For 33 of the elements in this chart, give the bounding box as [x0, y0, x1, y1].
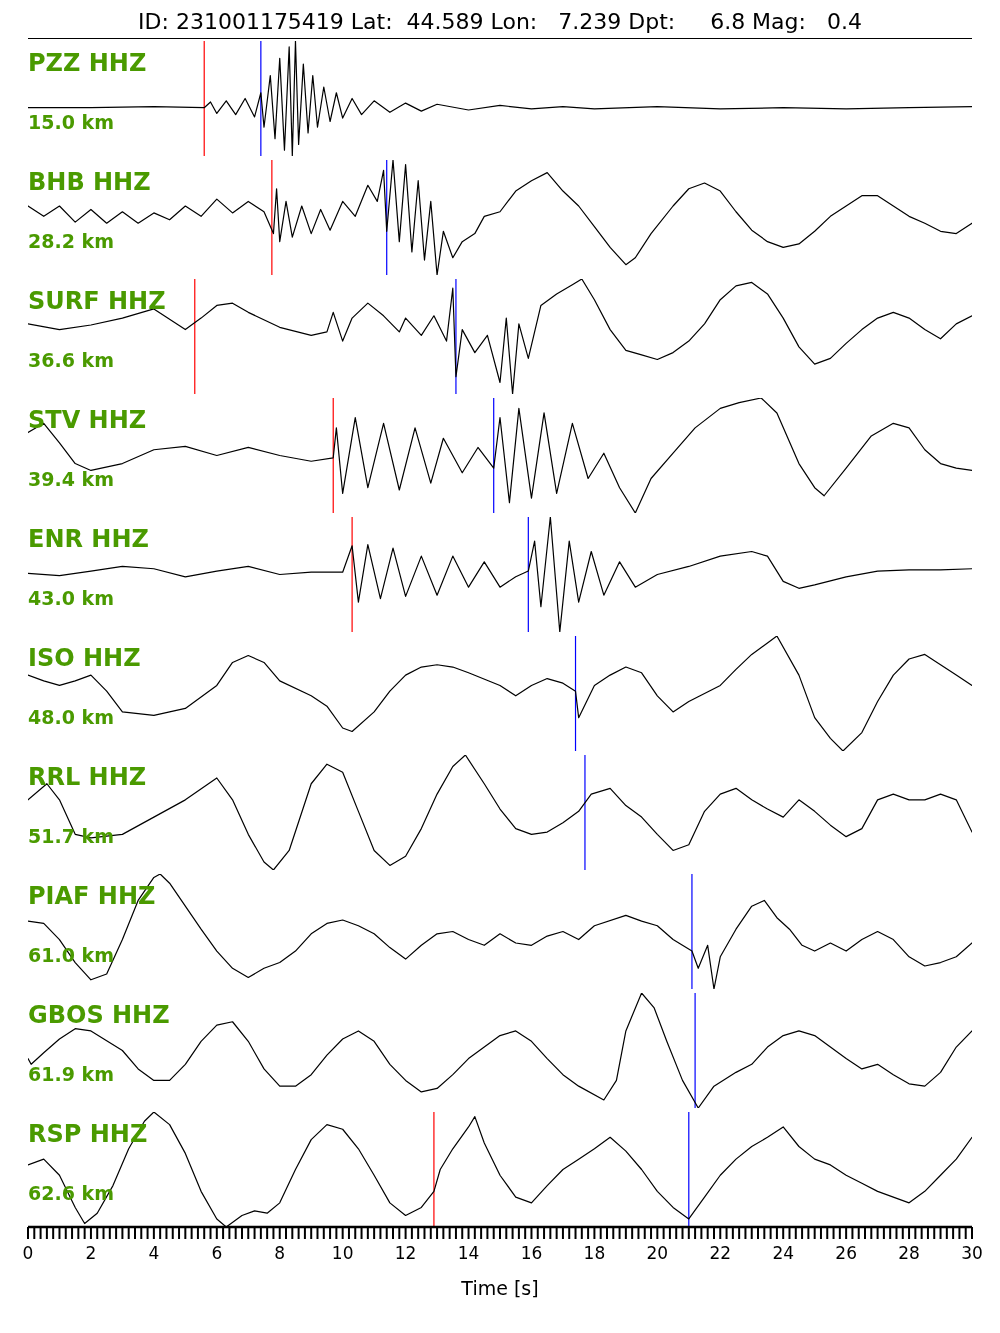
annotation: STV HHZ [28, 406, 147, 434]
x-tick-label: 20 [646, 1243, 669, 1264]
x-tick-label: 10 [331, 1243, 354, 1264]
x-tick-label: 30 [961, 1243, 983, 1264]
annotation: 43.0 km [28, 587, 114, 609]
chart-title: ID: 231001175419 Lat: 44.589 Lon: 7.239 Dpt: 6.8 Mag: 0.4 [28, 8, 972, 39]
annotation: SURF HHZ [28, 287, 166, 315]
annotation: 39.4 km [28, 468, 114, 490]
annotation: PZZ HHZ [28, 49, 147, 77]
x-tick-label: 24 [772, 1243, 795, 1264]
annotation: 36.6 km [28, 349, 114, 371]
x-tick-label: 0 [22, 1243, 34, 1264]
x-tick-label: 6 [211, 1243, 223, 1264]
x-tick-label: 4 [148, 1243, 160, 1264]
x-tick-label: 26 [835, 1243, 857, 1264]
annotation: 28.2 km [28, 230, 114, 252]
x-tick-label: 2 [85, 1243, 97, 1264]
x-axis-title: Time [s] [460, 1277, 539, 1299]
annotation: 48.0 km [28, 706, 114, 728]
annotation: RRL HHZ [28, 763, 147, 791]
x-tick-label: 14 [457, 1243, 480, 1264]
annotation: GBOS HHZ [28, 1001, 170, 1029]
x-tick-label: 22 [709, 1243, 732, 1264]
annotation: ISO HHZ [28, 644, 141, 672]
x-tick-label: 18 [583, 1243, 606, 1264]
annotation: ENR HHZ [28, 525, 149, 553]
x-tick-label: 12 [394, 1243, 417, 1264]
annotation: 15.0 km [28, 111, 114, 133]
x-tick-label: 8 [274, 1243, 286, 1264]
x-tick-label: 28 [898, 1243, 920, 1264]
x-tick-label: 16 [520, 1243, 543, 1264]
annotation: 61.9 km [28, 1063, 114, 1085]
annotation: BHB HHZ [28, 168, 151, 196]
